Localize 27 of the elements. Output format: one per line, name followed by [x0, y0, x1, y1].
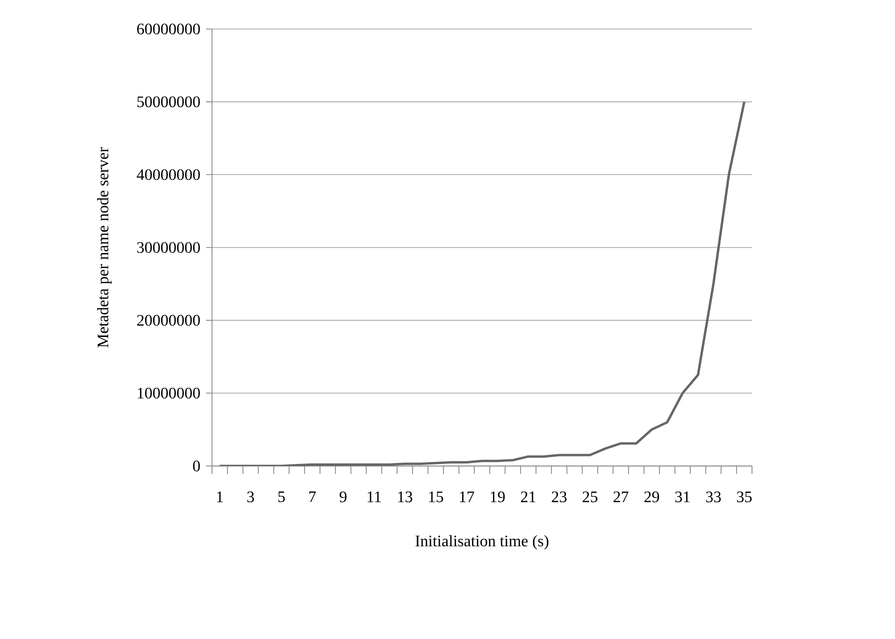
x-tick-label: 7 [309, 492, 316, 502]
x-tick-label: 9 [340, 492, 346, 502]
x-axis-title: Initialisation time (s) [415, 535, 548, 550]
x-tick-label: 23 [552, 492, 567, 502]
x-tick-label: 17 [460, 492, 474, 502]
y-tick-label: 20000000 [137, 314, 200, 326]
x-tick-label: 35 [737, 492, 752, 502]
x-tick-label: 3 [247, 492, 254, 502]
x-tick-label: 15 [429, 492, 444, 502]
x-tick-label: 25 [582, 492, 598, 502]
y-tick-label: 30000000 [137, 242, 200, 253]
x-tick-label: 33 [706, 492, 721, 502]
y-tick-label: 40000000 [136, 169, 200, 180]
y-axis-title: Metadeta per name node server [97, 147, 112, 348]
x-tick-label: 27 [614, 492, 628, 502]
y-tick-label: 0 [193, 460, 200, 472]
x-tick-label: 21 [520, 492, 536, 502]
x-tick-label: 19 [490, 492, 505, 502]
x-tick-label: 29 [644, 492, 660, 502]
y-tick-label: 50000000 [137, 96, 200, 108]
x-tick-label: 1 [217, 492, 223, 502]
x-tick-label: 5 [278, 492, 285, 502]
x-tick-label: 11 [368, 492, 381, 502]
x-tick-label: 13 [398, 492, 412, 502]
y-tick-label: 60000000 [137, 24, 200, 34]
y-tick-label: 10000000 [138, 388, 200, 399]
x-tick-label: 31 [675, 492, 690, 502]
